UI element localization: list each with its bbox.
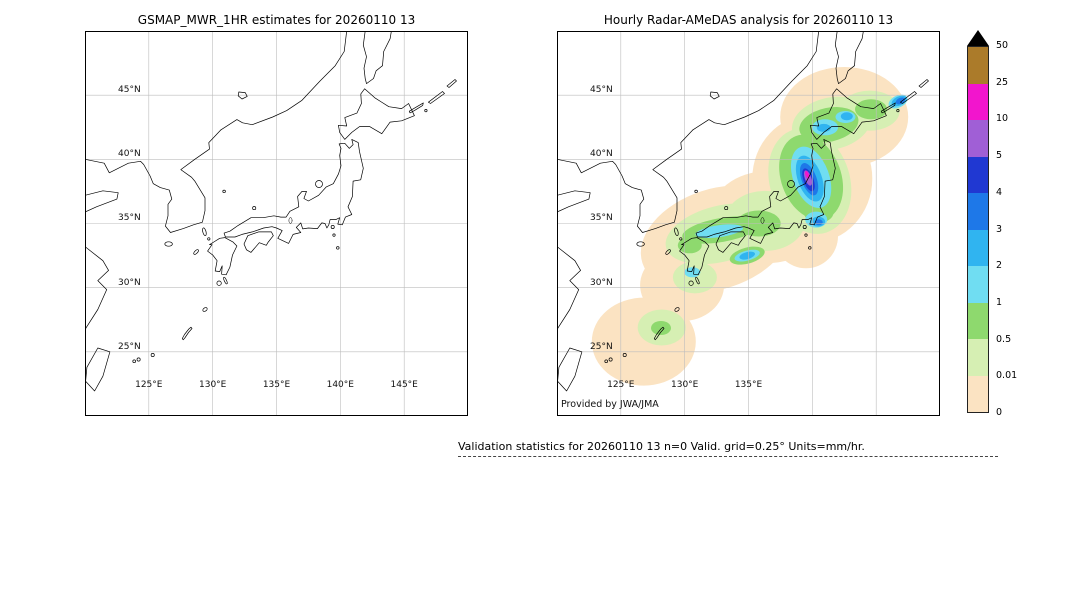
colorbar-segment [968, 120, 988, 157]
lat-label: 35°N [118, 213, 141, 223]
colorbar-segment [968, 156, 988, 193]
colorbar-segment [968, 302, 988, 339]
lon-label: 135°E [263, 380, 291, 390]
lon-label: 130°E [671, 380, 699, 390]
colorbar-segment [968, 375, 988, 412]
lat-label: 25°N [118, 342, 141, 352]
colorbar-segment [968, 266, 988, 303]
colorbar-tick-label: 50 [996, 40, 1009, 51]
colorbar-tick-label: 0.01 [996, 370, 1018, 382]
lat-label: 30°N [118, 278, 141, 288]
colorbar-tick-label: 3 [996, 223, 1003, 235]
colorbar-segment [968, 83, 988, 120]
colorbar-ticks: 50 25 10 5 4 3 2 1 0.5 0.01 0 [996, 30, 1036, 430]
colorbar-tick-label: 4 [996, 186, 1003, 198]
precipitation-overlay [591, 67, 909, 386]
footer-text: Validation statistics for 20260110 13 n=… [458, 440, 865, 453]
colorbar-segment [968, 47, 988, 84]
colorbar: 50 25 10 5 4 3 2 1 0.5 0.01 0 [967, 30, 1027, 430]
lat-label: 40°N [118, 149, 141, 159]
colorbar-tick-label: 0 [996, 407, 1003, 418]
colorbar-segment [968, 193, 988, 230]
colorbar-segment [968, 229, 988, 266]
right-map-title: Hourly Radar-AMeDAS analysis for 2026011… [603, 13, 894, 27]
lon-label: 125°E [607, 380, 635, 390]
lat-label: 25°N [590, 342, 613, 352]
colorbar-segment [968, 339, 988, 376]
lon-label: 140°E [327, 380, 355, 390]
right-map-tick-labels: 45°N 40°N 35°N 30°N 25°N 125°E 130°E 135… [590, 85, 762, 390]
colorbar-tick-label: 0.5 [996, 333, 1012, 345]
lat-label: 45°N [118, 85, 141, 95]
lon-label: 135°E [735, 380, 763, 390]
lon-label: 125°E [135, 380, 163, 390]
left-map: 45°N 40°N 35°N 30°N 25°N 125°E 130°E 135… [85, 31, 468, 416]
left-map-title: GSMAP_MWR_1HR estimates for 20260110 13 [137, 13, 416, 27]
attribution-text: Provided by JWA/JMA [561, 399, 659, 410]
validation-footer: Validation statistics for 20260110 13 n=… [458, 440, 998, 457]
lat-label: 40°N [590, 149, 613, 159]
colorbar-over-arrow [967, 30, 989, 46]
colorbar-tick-label: 25 [996, 76, 1009, 88]
grid-lines [85, 31, 468, 416]
right-map: 45°N 40°N 35°N 30°N 25°N 125°E 130°E 135… [557, 31, 940, 416]
lat-label: 30°N [590, 278, 613, 288]
lat-label: 35°N [590, 213, 613, 223]
colorbar-tick-label: 10 [996, 113, 1009, 125]
left-map-tick-labels: 45°N 40°N 35°N 30°N 25°N 125°E 130°E 135… [118, 85, 418, 390]
lon-label: 130°E [199, 380, 227, 390]
colorbar-tick-label: 5 [996, 150, 1003, 162]
lat-label: 45°N [590, 85, 613, 95]
colorbar-tick-label: 1 [996, 296, 1003, 308]
lon-label: 145°E [391, 380, 419, 390]
colorbar-bar [967, 46, 989, 413]
colorbar-tick-label: 2 [996, 260, 1003, 272]
coastline [85, 31, 457, 392]
